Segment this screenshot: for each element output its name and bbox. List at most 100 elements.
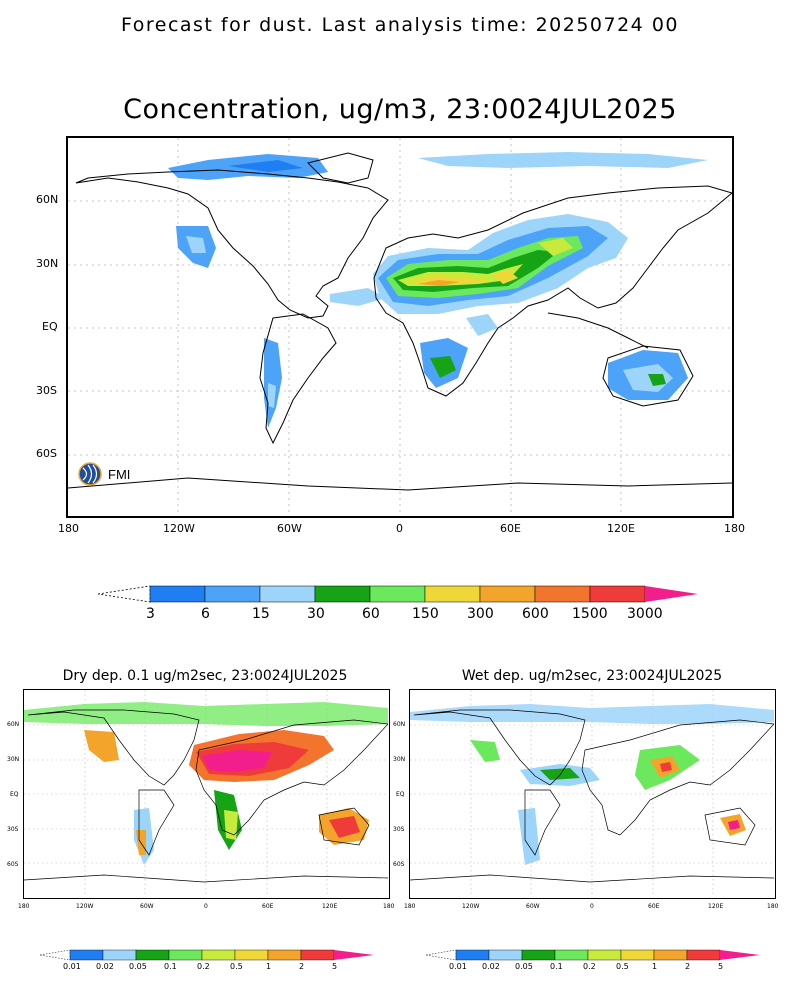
lon-label-60w: 60W	[277, 522, 302, 535]
colorbar-bin-7	[479, 585, 536, 603]
wet-lat-60s: 60S	[393, 861, 405, 868]
dry-coastlines	[24, 709, 388, 883]
colorbar-bin-1	[149, 585, 206, 603]
dry-lat-eq: EQ	[10, 791, 19, 798]
dry-cb-label-2: 2	[299, 962, 305, 971]
lon-label-0: 0	[396, 522, 403, 535]
dry-cb-bin-6	[234, 949, 269, 961]
wet-lon-0: 0	[590, 903, 594, 910]
dry-cb-label-0-2: 0.2	[197, 962, 210, 971]
cb-label-3000: 3000	[627, 606, 663, 622]
lat-label-60n: 60N	[36, 193, 59, 206]
lon-label-120e: 120E	[607, 522, 635, 535]
lon-label-120w: 120W	[163, 522, 195, 535]
cb-label-300: 300	[467, 606, 494, 622]
dry-dep-canvas	[24, 690, 388, 897]
wet-lat-30s: 30S	[393, 826, 405, 833]
cb-label-150: 150	[412, 606, 439, 622]
wet-dep-fields	[410, 704, 774, 865]
wet-lon-120e: 120E	[708, 903, 724, 910]
wet-cb-label-0-02: 0.02	[482, 962, 500, 971]
wet-cb-overflow	[720, 950, 760, 960]
dry-dep-title: Dry dep. 0.1 ug/m2sec, 23:0024JUL2025	[62, 668, 348, 684]
cb-label-1500: 1500	[572, 606, 608, 622]
wet-cb-underflow	[425, 949, 457, 961]
dry-lat-60s: 60S	[7, 861, 19, 868]
dry-cb-underflow	[39, 949, 71, 961]
wet-cb-bin-7	[653, 949, 688, 961]
lat-label-60s: 60S	[36, 447, 57, 460]
colorbar-bin-2	[204, 585, 261, 603]
wet-cb-bin-1	[455, 949, 490, 961]
wet-cb-label-1: 1	[652, 962, 658, 971]
lon-label-180e: 180	[724, 522, 745, 535]
colorbar-bin-8	[534, 585, 591, 603]
dry-cb-label-0-05: 0.05	[129, 962, 147, 971]
cb-label-6: 6	[201, 606, 210, 622]
wet-cb-bin-6	[620, 949, 655, 961]
dry-lon-120e: 120E	[322, 903, 338, 910]
dry-cb-label-5: 5	[332, 962, 338, 971]
wet-cb-label-0-05: 0.05	[515, 962, 533, 971]
main-map-graticule	[68, 138, 732, 516]
wet-colorbar-svg	[425, 949, 760, 961]
dry-cb-bin-2	[102, 949, 137, 961]
wet-cb-label-5: 5	[718, 962, 724, 971]
dry-lat-30n: 30N	[7, 756, 20, 763]
main-dust-fields	[168, 152, 708, 428]
dry-cb-label-0-1: 0.1	[164, 962, 177, 971]
dry-lon-180w: 180	[18, 903, 30, 910]
dry-lon-180e: 180	[383, 903, 395, 910]
colorbar-underflow	[97, 585, 151, 603]
lat-label-30n: 30N	[36, 257, 59, 270]
dry-cb-label-0-02: 0.02	[96, 962, 114, 971]
dry-lon-60e: 60E	[262, 903, 274, 910]
wet-cb-bin-5	[587, 949, 622, 961]
wet-colorbar	[425, 948, 766, 962]
main-concentration-map: FMI	[66, 136, 734, 518]
wet-dep-canvas	[410, 690, 774, 897]
main-map-canvas: FMI	[68, 138, 732, 516]
cb-label-15: 15	[252, 606, 270, 622]
fmi-logo-text: FMI	[108, 467, 130, 482]
wet-lat-60n: 60N	[393, 721, 406, 728]
dry-cb-label-0-01: 0.01	[63, 962, 81, 971]
colorbar-bin-5	[369, 585, 426, 603]
wet-dep-map	[409, 689, 776, 899]
lat-label-30s: 30S	[36, 384, 57, 397]
wet-lat-30n: 30N	[393, 756, 406, 763]
main-colorbar	[97, 584, 708, 608]
dry-cb-bin-8	[300, 949, 335, 961]
wet-cb-label-0-01: 0.01	[449, 962, 467, 971]
forecast-header: Forecast for dust. Last analysis time: 2…	[120, 14, 679, 36]
wet-lon-120w: 120W	[462, 903, 480, 910]
dry-colorbar-svg	[39, 949, 374, 961]
dry-cb-label-0-5: 0.5	[230, 962, 243, 971]
lon-label-180w: 180	[58, 522, 79, 535]
lat-label-eq: EQ	[42, 320, 58, 333]
cb-label-600: 600	[522, 606, 549, 622]
dry-cb-overflow	[334, 950, 374, 960]
dry-lat-30s: 30S	[7, 826, 19, 833]
dry-dep-map	[23, 689, 390, 899]
cb-label-3: 3	[146, 606, 155, 622]
dry-colorbar	[39, 948, 380, 962]
cb-label-60: 60	[362, 606, 380, 622]
wet-lat-eq: EQ	[396, 791, 405, 798]
cb-label-30: 30	[307, 606, 325, 622]
main-colorbar-labels: 3 6 15 30 60 150 300 600 1500 3000	[0, 606, 800, 622]
dry-colorbar-labels: 0.01 0.02 0.05 0.1 0.2 0.5 1 2 5	[0, 962, 400, 974]
wet-cb-bin-3	[521, 949, 556, 961]
main-map-title: Concentration, ug/m3, 23:0024JUL2025	[123, 94, 677, 125]
dry-lon-120w: 120W	[76, 903, 94, 910]
dry-lat-60n: 60N	[7, 721, 20, 728]
main-coastlines	[68, 152, 732, 491]
dry-cb-label-1: 1	[266, 962, 272, 971]
wet-cb-bin-4	[554, 949, 589, 961]
colorbar-bin-4	[314, 585, 371, 603]
dry-cb-bin-5	[201, 949, 236, 961]
dry-lon-60w: 60W	[140, 903, 154, 910]
dry-lon-0: 0	[204, 903, 208, 910]
dry-cb-bin-7	[267, 949, 302, 961]
wet-cb-bin-2	[488, 949, 523, 961]
